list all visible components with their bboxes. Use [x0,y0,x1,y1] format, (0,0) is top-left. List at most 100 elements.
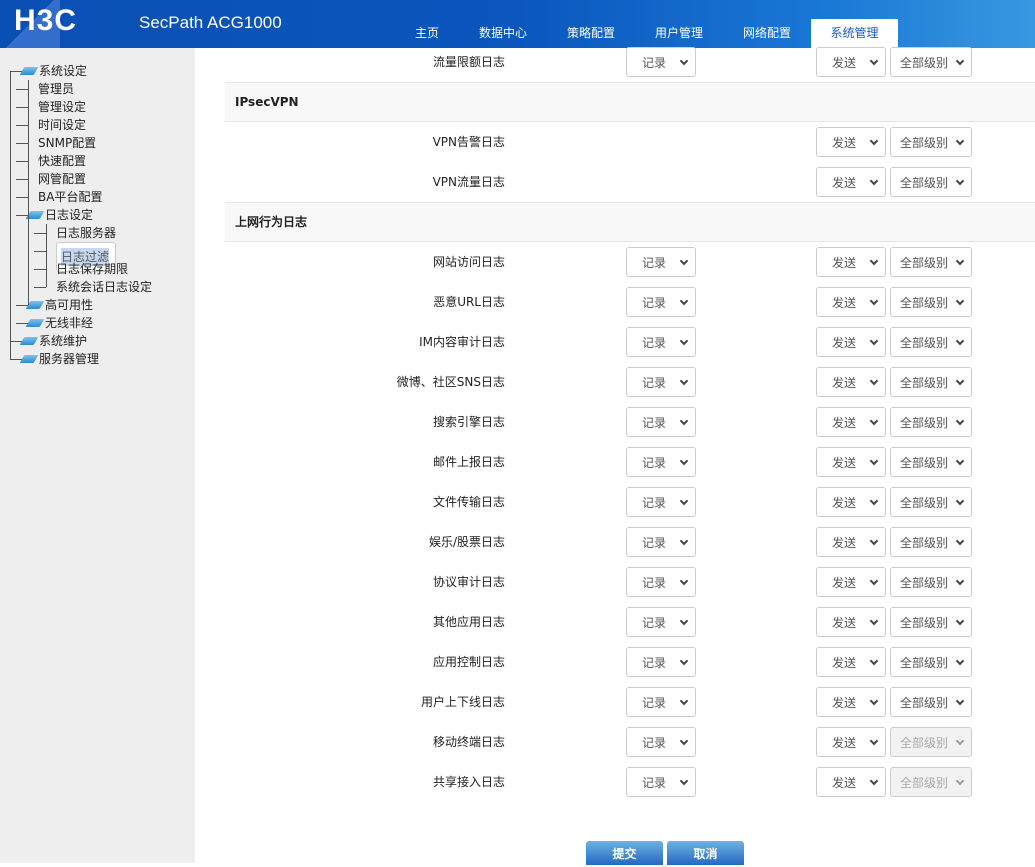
select-value: 全部级别 [899,255,948,270]
tab-5[interactable]: 系统管理 [811,19,898,48]
send-select[interactable]: 发送 [816,687,886,717]
sidebar-item-4[interactable]: SNMP配置 [38,134,96,152]
select-value: 全部级别 [899,55,948,70]
chevron-down-icon [955,176,965,185]
send-select[interactable]: 发送 [816,167,886,197]
sidebar-item-5[interactable]: 快速配置 [38,152,86,170]
select-value: 发送 [831,255,856,270]
submit-button[interactable]: 提交 [586,841,663,865]
select-value: 记录 [641,255,666,270]
select-value: 发送 [831,175,856,190]
send-select[interactable]: 发送 [816,607,886,637]
send-select[interactable]: 发送 [816,367,886,397]
send-select[interactable]: 发送 [816,327,886,357]
tree-connector [16,89,28,90]
record-select[interactable]: 记录 [626,727,696,757]
record-select[interactable]: 记录 [626,47,696,77]
send-select[interactable]: 发送 [816,287,886,317]
send-select[interactable]: 发送 [816,567,886,597]
select-value: 全部级别 [899,295,948,310]
level-select[interactable]: 全部级别 [890,687,972,717]
log-row: 娱乐/股票日志 记录 发送 全部级别 [225,522,1035,562]
send-select[interactable]: 发送 [816,127,886,157]
log-row: 流量限额日志 记录 发送 全部级别 [225,42,1035,82]
level-select[interactable]: 全部级别 [890,407,972,437]
sidebar-item-13[interactable]: 高可用性 [25,296,94,314]
tab-0[interactable]: 主页 [414,26,439,40]
select-value: 发送 [831,495,856,510]
sidebar-item-14[interactable]: 无线非经 [25,314,93,332]
record-select[interactable]: 记录 [626,487,696,517]
sidebar-item-0[interactable]: 系统设定 [19,62,87,80]
send-select[interactable]: 发送 [816,47,886,77]
level-select[interactable]: 全部级别 [890,487,972,517]
send-select[interactable]: 发送 [816,727,886,757]
sidebar-item-8[interactable]: 日志设定 [25,206,93,224]
record-select[interactable]: 记录 [626,247,696,277]
level-select[interactable]: 全部级别 [890,127,972,157]
level-select[interactable]: 全部级别 [890,167,972,197]
tab-4[interactable]: 网络配置 [742,26,791,40]
log-row: 邮件上报日志 记录 发送 全部级别 [225,442,1035,482]
record-select[interactable]: 记录 [626,327,696,357]
sidebar-item-15[interactable]: 系统维护 [19,332,87,350]
sidebar-item-11[interactable]: 日志保存期限 [56,260,128,278]
level-select[interactable]: 全部级别 [890,567,972,597]
sidebar-item-10[interactable]: 日志过滤 [56,242,117,272]
tab-1[interactable]: 数据中心 [478,26,527,40]
record-select[interactable]: 记录 [626,767,696,797]
record-select[interactable]: 记录 [626,687,696,717]
level-select[interactable]: 全部级别 [890,527,972,557]
sidebar-item-16[interactable]: 服务器管理 [19,350,99,368]
sidebar-item-6[interactable]: 网管配置 [38,170,86,188]
send-select[interactable]: 发送 [816,247,886,277]
level-select[interactable]: 全部级别 [890,447,972,477]
record-select[interactable]: 记录 [626,407,696,437]
sidebar-item-7[interactable]: BA平台配置 [38,188,102,206]
send-select[interactable]: 发送 [816,487,886,517]
sidebar-item-12[interactable]: 系统会话日志设定 [56,278,152,296]
send-select[interactable]: 发送 [816,527,886,557]
log-row: VPN告警日志 发送 全部级别 [225,122,1035,162]
select-value: 发送 [831,695,856,710]
sidebar-item-9[interactable]: 日志服务器 [56,224,116,242]
chevron-down-icon [679,536,689,545]
sidebar-item-label: 管理设定 [38,100,87,114]
record-select[interactable]: 记录 [626,647,696,677]
record-select[interactable]: 记录 [626,287,696,317]
log-row: 移动终端日志 记录 发送 全部级别 [225,722,1035,762]
sidebar-item-label: 高可用性 [45,298,94,312]
select-value: 发送 [831,295,856,310]
tab-2[interactable]: 策略配置 [566,26,615,40]
tree-connector [16,323,28,324]
level-select[interactable]: 全部级别 [890,647,972,677]
send-select[interactable]: 发送 [816,407,886,437]
record-select[interactable]: 记录 [626,527,696,557]
sidebar-item-3[interactable]: 时间设定 [38,116,86,134]
select-value: 记录 [641,415,666,430]
record-select[interactable]: 记录 [626,367,696,397]
chevron-down-icon [869,416,879,425]
record-select[interactable]: 记录 [626,607,696,637]
level-select[interactable]: 全部级别 [890,247,972,277]
chevron-down-icon [679,376,689,385]
level-select[interactable]: 全部级别 [890,327,972,357]
tree-connector [34,287,46,288]
chevron-down-icon [955,776,965,785]
log-row: 文件传输日志 记录 发送 全部级别 [225,482,1035,522]
cancel-button[interactable]: 取消 [667,841,744,865]
tree-connector [10,359,22,360]
level-select[interactable]: 全部级别 [890,367,972,397]
level-select[interactable]: 全部级别 [890,607,972,637]
sidebar-item-1[interactable]: 管理员 [38,80,74,98]
level-select[interactable]: 全部级别 [890,287,972,317]
send-select[interactable]: 发送 [816,767,886,797]
send-select[interactable]: 发送 [816,647,886,677]
record-select[interactable]: 记录 [626,567,696,597]
sidebar-item-2[interactable]: 管理设定 [38,98,86,116]
chevron-down-icon [955,376,965,385]
level-select[interactable]: 全部级别 [890,47,972,77]
record-select[interactable]: 记录 [626,447,696,477]
tab-3[interactable]: 用户管理 [654,26,703,40]
send-select[interactable]: 发送 [816,447,886,477]
